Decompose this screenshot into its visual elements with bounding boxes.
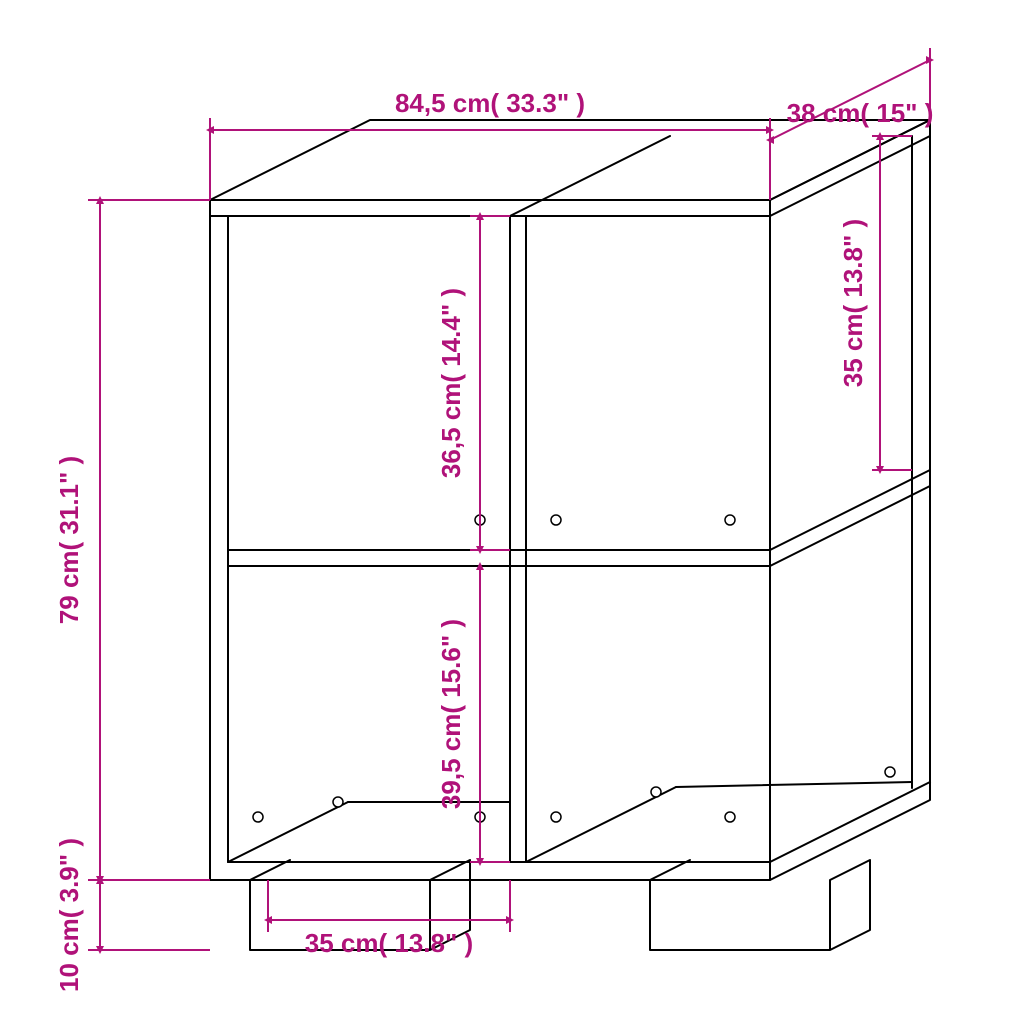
svg-text:36,5 cm( 14.4" ): 36,5 cm( 14.4" ) [436,288,466,478]
svg-text:79 cm( 31.1" ): 79 cm( 31.1" ) [54,456,84,624]
svg-text:35 cm( 13.8" ): 35 cm( 13.8" ) [838,219,868,387]
svg-text:10 cm( 3.9" ): 10 cm( 3.9" ) [54,838,84,992]
shelf-unit [210,120,930,950]
svg-text:35 cm( 13.8" ): 35 cm( 13.8" ) [305,928,473,958]
svg-text:84,5 cm( 33.3" ): 84,5 cm( 33.3" ) [395,88,585,118]
svg-text:38 cm( 15" ): 38 cm( 15" ) [787,98,934,128]
dimension-diagram: 84,5 cm( 33.3" ) 38 cm( 15" ) 79 cm( 31.1"… [0,0,1024,1024]
svg-text:39,5 cm( 15.6" ): 39,5 cm( 15.6" ) [436,619,466,809]
